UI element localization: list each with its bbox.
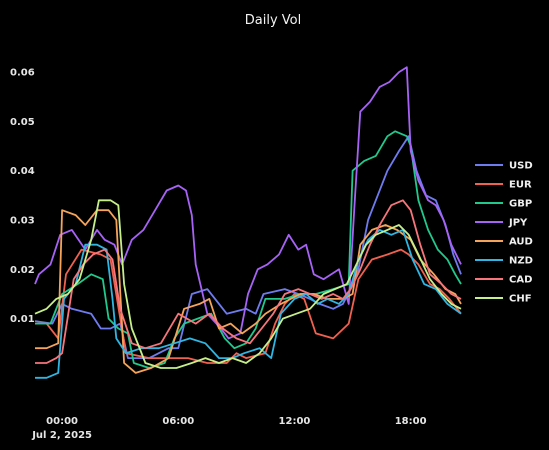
legend-item-chf[interactable]: CHF	[475, 294, 532, 305]
legend-item-cad[interactable]: CAD	[475, 275, 532, 286]
legend-item-jpy[interactable]: JPY	[475, 218, 528, 229]
legend-label: AUD	[509, 237, 533, 248]
series-line-chf[interactable]	[34, 199, 462, 369]
legend[interactable]: USD EUR GBP JPY AUD NZD CAD CHF	[475, 161, 533, 305]
x-tick-label: 06:00	[162, 416, 194, 427]
series-line-jpy[interactable]	[34, 66, 462, 340]
x-tick-label: 18:00	[395, 416, 427, 427]
y-axis: 0.01 0.02 0.03 0.04 0.05 0.06	[10, 68, 35, 326]
plot-area	[34, 66, 462, 379]
x-axis: 00:00 Jul 2, 2025 06:00 12:00 18:00	[31, 416, 426, 441]
legend-label: CAD	[509, 275, 532, 286]
legend-item-eur[interactable]: EUR	[475, 180, 532, 191]
y-tick-label: 0.04	[10, 166, 35, 177]
y-tick-label: 0.05	[10, 117, 35, 128]
series-line-usd[interactable]	[34, 135, 462, 359]
legend-item-nzd[interactable]: NZD	[475, 256, 533, 267]
legend-label: USD	[509, 161, 533, 172]
y-tick-label: 0.02	[10, 265, 35, 276]
legend-label: GBP	[509, 199, 532, 210]
legend-item-gbp[interactable]: GBP	[475, 199, 532, 210]
legend-item-usd[interactable]: USD	[475, 161, 533, 172]
x-tick-sublabel: Jul 2, 2025	[31, 430, 92, 441]
chart-title: Daily Vol	[245, 13, 301, 28]
x-tick-label: 00:00	[46, 416, 78, 427]
y-tick-label: 0.01	[10, 314, 35, 325]
series-line-nzd[interactable]	[35, 229, 462, 379]
x-tick-label: 12:00	[279, 416, 311, 427]
series-line-eur[interactable]	[35, 248, 462, 364]
series-line-gbp[interactable]	[35, 130, 462, 369]
legend-label: EUR	[509, 180, 532, 191]
y-tick-label: 0.03	[10, 216, 35, 227]
y-tick-label: 0.06	[10, 68, 35, 79]
legend-label: CHF	[509, 294, 532, 305]
legend-item-aud[interactable]: AUD	[475, 237, 533, 248]
series-line-cad[interactable]	[35, 199, 462, 364]
legend-label: NZD	[509, 256, 533, 267]
legend-label: JPY	[508, 218, 528, 229]
